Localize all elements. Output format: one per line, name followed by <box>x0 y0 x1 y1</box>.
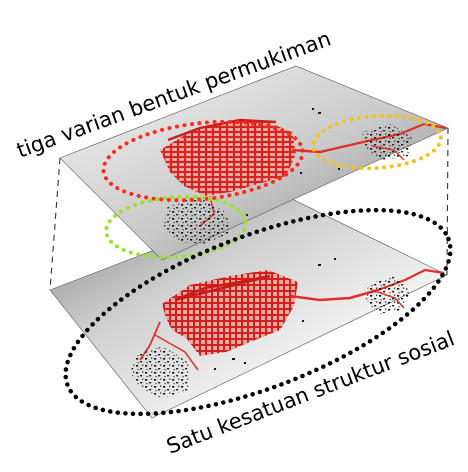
top-clustered-settlement <box>164 196 230 244</box>
guide-line-right <box>446 127 449 276</box>
top-plane-group <box>59 65 449 261</box>
highlight-ellipses <box>63 113 453 417</box>
top-settlement-map <box>160 108 447 244</box>
top-main-settlement <box>160 120 296 196</box>
bottom-plane-group <box>49 197 448 419</box>
green-dotted-ellipse <box>104 194 248 260</box>
top-east-settlement <box>362 124 412 160</box>
bottom-road-east <box>289 288 379 302</box>
red-dotted-ellipse <box>101 119 305 203</box>
top-road-east <box>291 138 373 154</box>
guide-line-left <box>49 157 61 291</box>
bottom-clustered-settlement <box>130 346 190 398</box>
yellow-dotted-ellipse <box>311 113 443 171</box>
bottom-settlement-map <box>130 258 445 398</box>
black-dotted-ellipse <box>63 207 453 417</box>
